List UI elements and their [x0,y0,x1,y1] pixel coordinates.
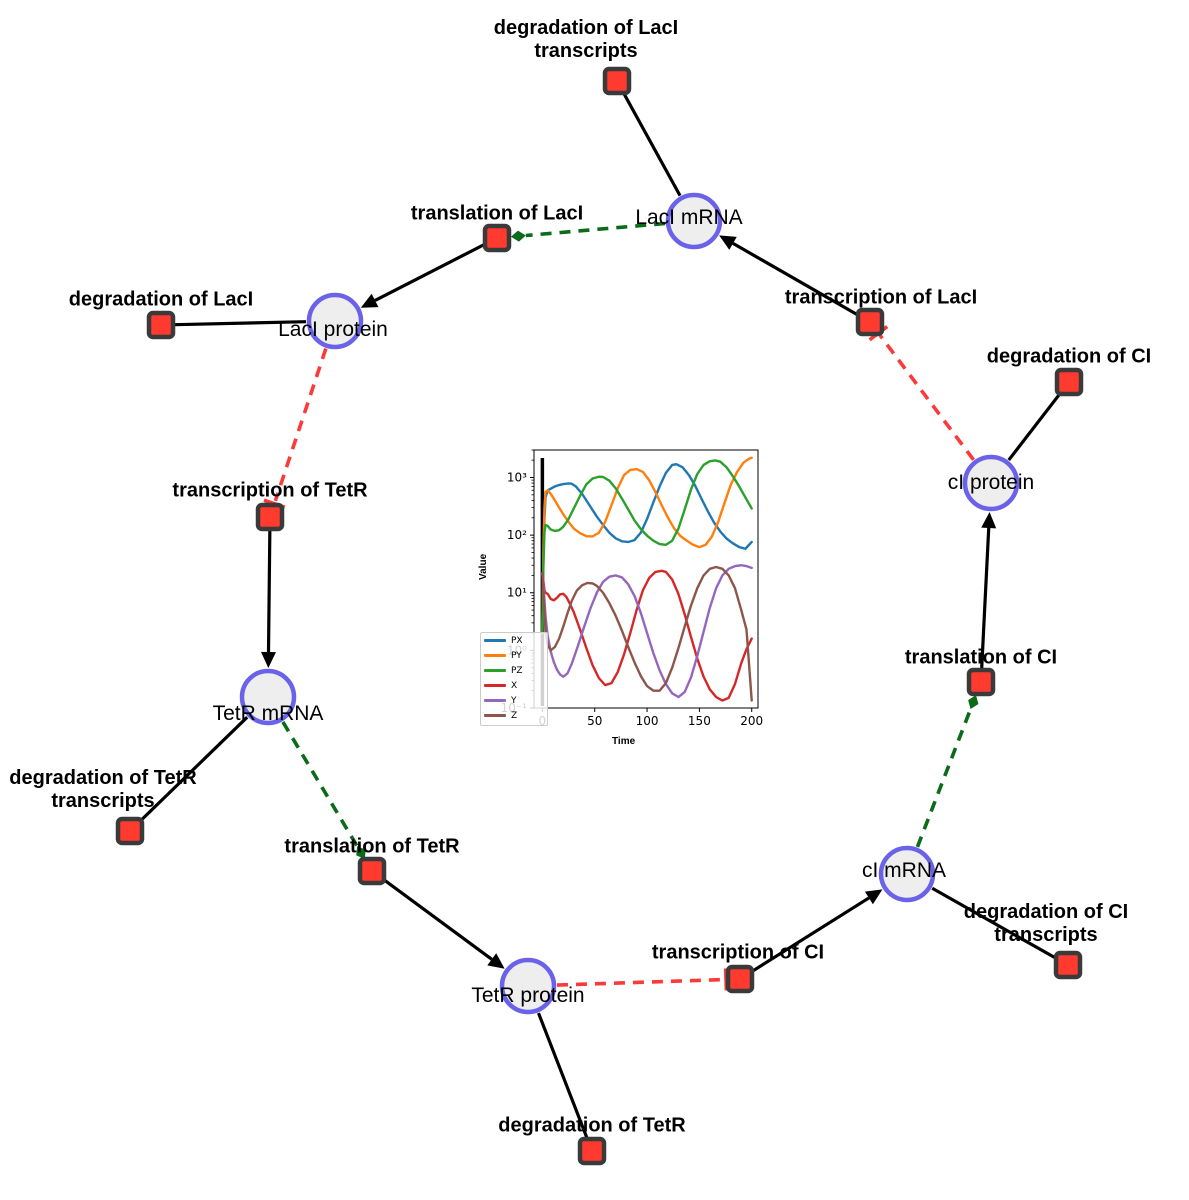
reaction-node-degradation_tetr_transcripts[interactable] [115,816,145,846]
plot-ytick-label: 10² [507,528,527,542]
legend-swatch-X [484,684,506,687]
species-node-tetr_mrna[interactable] [239,668,297,726]
edge-substrate [382,878,505,969]
plot-ytick-label: 10³ [507,470,527,484]
legend-swatch-PZ [484,669,506,672]
species-label-ci_mrna: cI mRNA [862,858,946,882]
reaction-node-translation_ci[interactable] [966,667,996,697]
legend-label-PX: PX [511,635,523,646]
edge-activation [510,221,666,242]
edge-substrate [360,242,486,308]
edge-substrate [980,511,997,669]
reaction-label-degradation_laci: degradation of LacI [68,288,254,311]
legend-item-X: X [481,678,547,693]
species-label-laci_mrna: LacI mRNA [635,205,743,229]
plot-xtick-label: 150 [688,714,711,728]
plot-xtick-label: 100 [636,714,659,728]
plot-series-PX [541,463,753,635]
legend-swatch-PX [484,639,506,642]
legend-item-Y: Y [481,693,547,708]
legend-item-Z: Z [481,708,547,723]
legend-item-PX: PX [481,633,547,648]
legend-item-PZ: PZ [481,663,547,678]
species-label-tetr_mrna: TetR mRNA [212,701,324,725]
reaction-label-transcription_laci: transcription of LacI [784,286,978,309]
reaction-node-degradation_laci_transcripts[interactable] [602,66,632,96]
plot-xtick-label: 50 [587,714,602,728]
reaction-label-translation_laci: translation of LacI [410,202,584,225]
reaction-node-degradation_ci_transcripts[interactable] [1053,950,1083,980]
reaction-label-degradation_tetr: degradation of TetR [498,1114,686,1137]
legend-label-PY: PY [511,650,522,661]
reaction-node-degradation_ci[interactable] [1054,367,1084,397]
plot-x-axis-label: Time [612,736,636,747]
plot-series-Y [541,564,753,699]
legend-label-X: X [511,680,518,691]
species-label-laci_protein: LacI protein [278,317,388,341]
reaction-node-translation_tetr[interactable] [357,856,387,886]
legend-label-Z: Z [511,710,518,721]
legend-swatch-PY [484,654,506,657]
edge-substrate [1007,392,1062,462]
species-node-ci_mrna[interactable] [878,845,936,903]
plot-series-Z [541,565,753,702]
legend-item-PY: PY [481,648,547,663]
reaction-label-degradation_ci_transcripts: degradation of CI transcripts [963,901,1129,946]
edge-substrate [622,92,682,197]
edge-substrate [719,235,859,317]
reaction-label-degradation_ci: degradation of CI [986,345,1152,368]
edge-substrate [751,889,883,973]
edge-substrate [138,716,249,823]
species-node-laci_protein[interactable] [306,292,364,350]
reaction-label-transcription_tetr: transcription of TetR [172,479,368,502]
plot-legend: PX PY PZ X Y Z [480,632,548,726]
reaction-node-transcription_tetr[interactable] [255,502,285,532]
reaction-label-translation_tetr: translation of TetR [284,835,460,858]
plot-xtick-label: 200 [740,714,763,728]
reaction-label-transcription_ci: transcription of CI [651,941,825,964]
timecourse-plot: 05010015020010⁻¹10⁰10¹10²10³ Value Time … [476,440,768,752]
reaction-label-translation_ci: translation of CI [904,646,1058,669]
legend-label-PZ: PZ [511,665,523,676]
plot-series-PZ [541,459,753,635]
edge-activation [915,695,979,848]
edge-activation [281,720,366,859]
species-label-ci_protein: cI protein [947,470,1035,494]
plot-ytick-label: 10¹ [507,586,527,600]
reaction-label-degradation_tetr_transcripts: degradation of TetR transcripts [9,767,197,812]
plot-y-axis-label: Value [478,553,489,580]
legend-swatch-Y [484,699,506,702]
species-label-tetr_protein: TetR protein [471,983,585,1007]
reaction-node-degradation_tetr[interactable] [577,1136,607,1166]
plot-series-PY [541,456,753,635]
species-node-ci_protein[interactable] [962,454,1020,512]
reaction-label-degradation_laci_transcripts: degradation of LacI transcripts [493,17,679,62]
species-node-laci_mrna[interactable] [665,192,723,250]
edge-substrate [174,320,307,327]
legend-swatch-Z [484,714,506,717]
reaction-node-translation_laci[interactable] [482,223,512,253]
species-node-tetr_protein[interactable] [499,957,557,1015]
legend-label-Y: Y [511,695,517,706]
plot-canvas: 05010015020010⁻¹10⁰10¹10²10³ [501,449,763,728]
reaction-node-transcription_laci[interactable] [855,307,885,337]
reaction-node-transcription_ci[interactable] [725,964,755,994]
edge-substrate [931,886,1057,960]
edge-substrate [261,530,276,669]
reaction-node-degradation_laci[interactable] [146,310,176,340]
edge-substrate [536,1012,589,1139]
